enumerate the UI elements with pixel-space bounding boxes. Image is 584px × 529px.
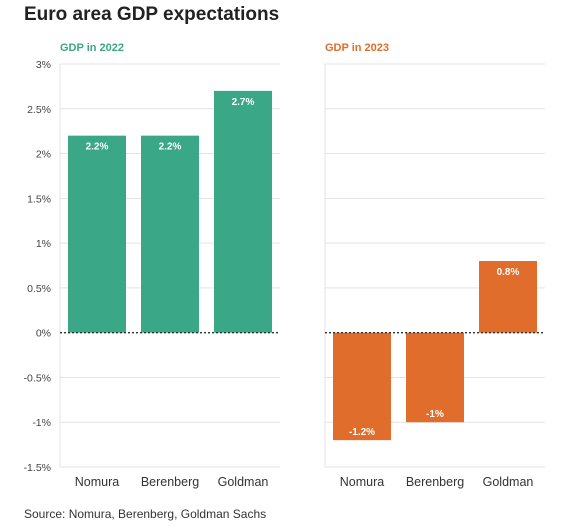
bar-gdp-2023-nomura xyxy=(333,332,391,441)
bar-gdp-2022-goldman xyxy=(214,90,272,333)
bar-gdp-2022-berenberg xyxy=(141,135,199,333)
panel-title-gdp-2022: GDP in 2022 xyxy=(60,42,124,54)
x-tick-label: Berenberg xyxy=(141,475,199,489)
y-tick-label: 0% xyxy=(36,328,51,340)
data-label: 2.2% xyxy=(159,142,182,153)
x-tick-label: Berenberg xyxy=(406,475,464,489)
y-tick-label: 2% xyxy=(36,149,51,161)
y-tick-label: -0.5% xyxy=(24,372,51,384)
y-tick-label: 1% xyxy=(36,238,51,250)
y-tick-label: 2.5% xyxy=(27,104,51,116)
data-label: 2.7% xyxy=(232,97,255,108)
chart-title: Euro area GDP expectations xyxy=(24,4,280,25)
panel-title-gdp-2023: GDP in 2023 xyxy=(325,42,389,54)
x-tick-label: Goldman xyxy=(218,475,269,489)
y-tick-label: 1.5% xyxy=(27,193,51,205)
bar-gdp-2023-goldman xyxy=(479,261,537,333)
data-label: -1% xyxy=(426,409,444,420)
source-note: Source: Nomura, Berenberg, Goldman Sachs xyxy=(24,507,267,521)
x-tick-label: Nomura xyxy=(75,475,120,489)
bar-gdp-2022-nomura xyxy=(68,135,126,333)
x-tick-label: Nomura xyxy=(340,475,385,489)
data-label: -1.2% xyxy=(349,427,375,438)
x-tick-label: Goldman xyxy=(483,475,534,489)
data-label: 0.8% xyxy=(497,267,520,278)
bar-gdp-2023-berenberg xyxy=(406,332,464,423)
y-tick-label: -1% xyxy=(32,417,51,429)
y-tick-label: 3% xyxy=(36,59,51,71)
y-tick-label: 0.5% xyxy=(27,283,51,295)
data-label: 2.2% xyxy=(86,142,109,153)
y-tick-label: -1.5% xyxy=(24,462,51,474)
